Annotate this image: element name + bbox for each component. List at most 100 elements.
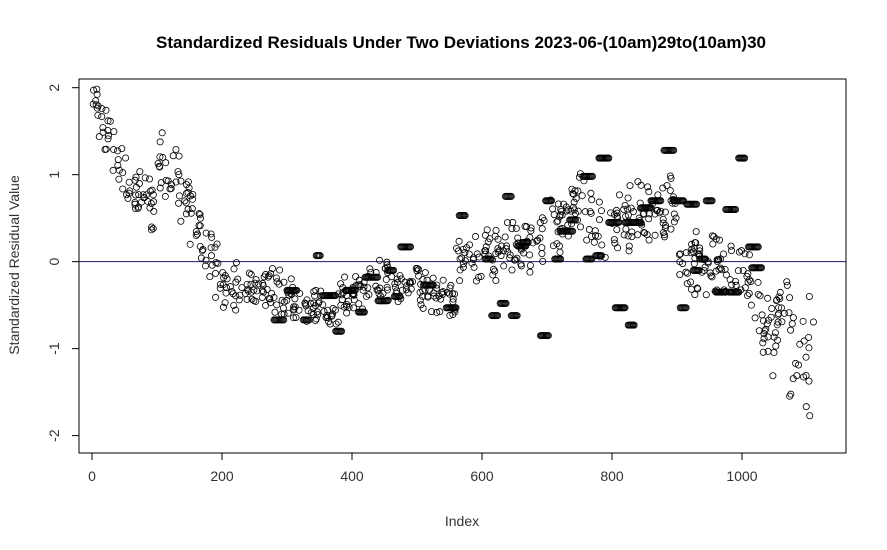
residual-point (672, 214, 680, 222)
residual-point (594, 232, 602, 240)
residual-point (449, 295, 457, 303)
residual-point (211, 243, 219, 251)
residual-point (182, 210, 190, 218)
residual-point (161, 192, 169, 200)
residual-point (670, 146, 678, 154)
residual-point (589, 172, 597, 180)
residual-point (448, 290, 456, 298)
residual-point (706, 269, 714, 277)
residual-point (764, 333, 772, 341)
residual-point (504, 248, 512, 256)
residual-point (207, 230, 215, 238)
residual-point (758, 264, 766, 272)
residual-point (562, 203, 570, 211)
residual-point (293, 286, 301, 294)
residual-point (250, 286, 258, 294)
residual-point (279, 304, 287, 312)
residual-point (583, 236, 591, 244)
residual-point (456, 277, 464, 285)
residual-point (568, 185, 576, 193)
x-tick-label: 0 (88, 468, 96, 484)
residual-point (374, 273, 382, 281)
residual-point (162, 176, 170, 184)
residual-point (315, 298, 323, 306)
residual-point (799, 317, 807, 325)
residual-point (219, 281, 227, 289)
residual-point (433, 308, 441, 316)
residual-point (360, 283, 368, 291)
residual-point (645, 215, 653, 223)
residual-point (572, 194, 580, 202)
residual-point (475, 253, 483, 261)
residual-point (226, 283, 234, 291)
residual-point (316, 252, 324, 260)
residual-point (273, 301, 281, 309)
residual-point (271, 308, 279, 316)
residual-point (247, 270, 255, 278)
residual-point (657, 197, 665, 205)
residual-point (125, 178, 133, 186)
residual-point (588, 255, 596, 263)
residual-point (745, 251, 753, 259)
residual-point (390, 266, 398, 274)
residual-point (352, 273, 360, 281)
residual-point (259, 288, 267, 296)
residual-point (688, 240, 696, 248)
residual-point (284, 309, 292, 317)
residual-point (775, 310, 783, 318)
residual-point (290, 305, 298, 313)
residual-point (595, 198, 603, 206)
residual-point (472, 277, 480, 285)
residual-point (482, 243, 490, 251)
residual-point (212, 293, 220, 301)
residual-point (355, 300, 363, 308)
residual-point (148, 186, 156, 194)
residual-point (99, 128, 107, 136)
residual-point (223, 275, 231, 283)
residual-point (350, 304, 358, 312)
residual-point (141, 174, 149, 182)
residual-point (802, 403, 810, 411)
residual-point (796, 340, 804, 348)
residual-point (501, 233, 509, 241)
residual-point (135, 179, 143, 187)
residual-point (756, 292, 764, 300)
residual-point (92, 101, 100, 109)
residual-point (538, 244, 546, 252)
residual-point (272, 274, 280, 282)
chart-title: Standardized Residuals Under Two Deviati… (156, 33, 766, 52)
residual-point (424, 292, 432, 300)
residual-point (805, 377, 813, 385)
residual-point (197, 254, 205, 262)
plot-frame (78, 78, 847, 454)
residual-point (276, 266, 284, 274)
residual-point (754, 278, 762, 286)
residual-point (419, 304, 427, 312)
y-axis-label: Standardized Residual Value (6, 175, 22, 355)
residual-point (728, 247, 736, 255)
residual-point (662, 221, 670, 229)
residual-point (691, 291, 699, 299)
residual-point (310, 288, 318, 296)
residual-point (570, 190, 578, 198)
residual-point (715, 256, 723, 264)
residual-point (202, 262, 210, 270)
residual-point (334, 318, 342, 326)
residual-point (774, 336, 782, 344)
residual-point (196, 211, 204, 219)
residual-point (187, 209, 195, 217)
residual-point (189, 195, 197, 203)
residual-point (341, 273, 349, 281)
residual-point (222, 289, 230, 297)
residual-point (324, 306, 332, 314)
residual-point (322, 314, 330, 322)
residual-point (363, 293, 371, 301)
residual-point (253, 287, 261, 295)
residual-point (774, 318, 782, 326)
residual-point (802, 371, 810, 379)
residual-point (429, 281, 437, 289)
residual-point (106, 117, 114, 125)
residual-point (172, 145, 180, 153)
residual-point (132, 191, 140, 199)
residual-point (788, 320, 796, 328)
